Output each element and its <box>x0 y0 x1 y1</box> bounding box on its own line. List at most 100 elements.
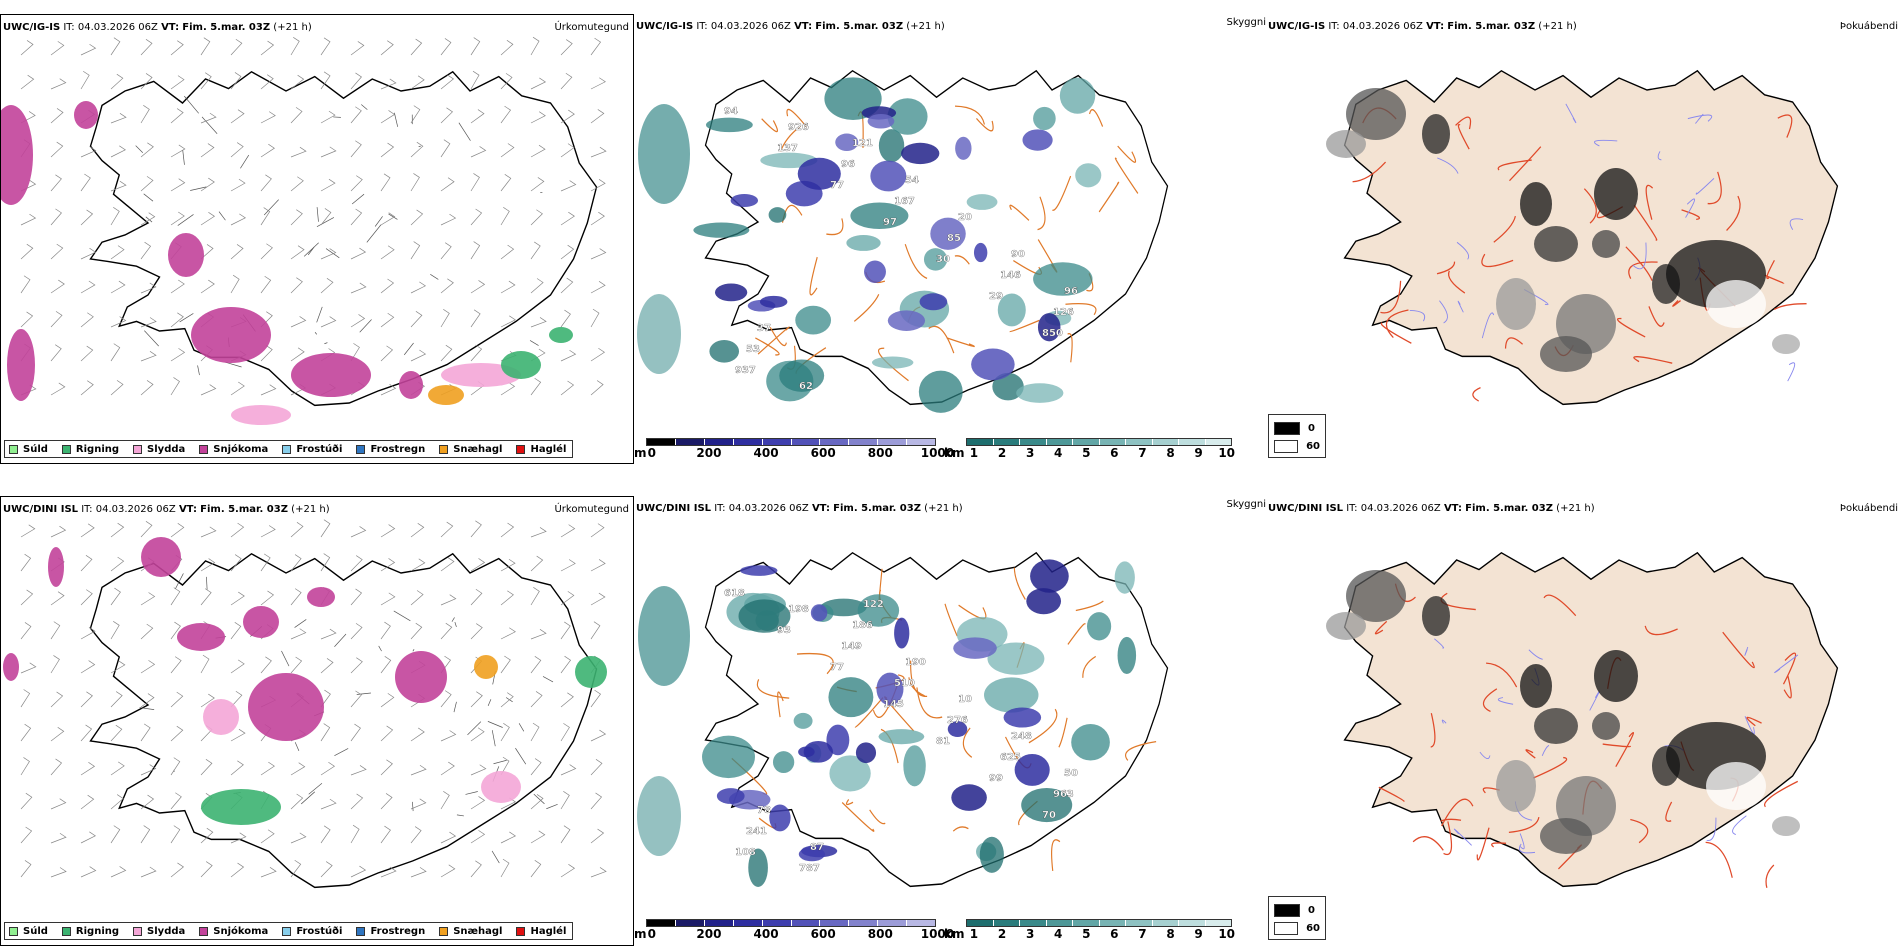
wind-barb <box>380 384 397 396</box>
wind-barb <box>140 592 156 606</box>
wind-barb <box>410 141 424 158</box>
visibility-unit: km <box>944 927 965 941</box>
road-line <box>533 793 545 805</box>
precip-area <box>3 653 19 681</box>
visibility-area <box>984 677 1039 713</box>
wind-barb <box>380 592 396 606</box>
legend-item: Rigning <box>61 444 119 455</box>
road-line <box>316 217 335 227</box>
road-line <box>487 699 492 707</box>
wind-barb <box>20 757 30 776</box>
wind-barb <box>410 75 425 90</box>
cloud-base-label: 167 <box>894 196 915 207</box>
wind-barb <box>110 660 126 674</box>
wind-barb <box>320 658 334 674</box>
road-line <box>1665 801 1673 822</box>
colorbar-tick: 5 <box>1082 927 1091 941</box>
colorbar-segment <box>967 920 994 926</box>
visibility-area <box>638 104 690 204</box>
cloud-base-label: 241 <box>746 826 767 837</box>
road-line <box>294 619 307 628</box>
cloud-base-colorbar: 0 200 400 600 800 1000 <box>646 438 954 460</box>
colorbar-segment <box>675 920 705 926</box>
fog-legend-swatch <box>1274 921 1299 935</box>
visibility-area <box>857 594 900 627</box>
wind-barb <box>470 588 483 606</box>
road-line <box>1009 204 1030 221</box>
wind-barb <box>290 36 300 56</box>
wind-barb <box>140 794 155 810</box>
road-line <box>1455 116 1472 130</box>
fog-area <box>1326 612 1366 640</box>
wind-barb <box>290 554 302 572</box>
wind-barb <box>350 824 360 844</box>
legend-item: Haglél <box>516 444 566 455</box>
cloud-base-area <box>835 133 859 152</box>
fog-area <box>1772 816 1800 836</box>
cloud-base-bar <box>646 919 936 927</box>
river-line <box>1479 751 1491 760</box>
colorbar-segment <box>878 439 908 445</box>
fog-map <box>1326 551 1839 888</box>
visibility-area <box>793 712 813 729</box>
road-line <box>316 306 323 323</box>
road-line <box>1052 175 1072 211</box>
road-line <box>854 697 884 728</box>
colorbar-tick: 5 <box>1082 446 1091 460</box>
wind-barb <box>350 41 365 56</box>
legend-swatch <box>133 444 143 454</box>
wind-barb <box>20 74 35 90</box>
wind-barb <box>320 825 331 844</box>
legend-label: Súld <box>23 925 48 937</box>
legend-label: Frostregn <box>370 925 426 937</box>
wind-barb <box>440 521 454 538</box>
wind-barb <box>500 207 510 226</box>
river-line <box>1481 312 1495 339</box>
visibility-colorbar: 1 2 3 4 5 6 7 8 9 10 <box>966 438 1235 460</box>
wind-barb <box>140 764 157 776</box>
road-line <box>197 365 200 376</box>
wind-barb <box>350 208 363 226</box>
cloud-base-label: 248 <box>1011 731 1032 742</box>
legend-item: Slydda <box>133 926 185 937</box>
colorbar-segment <box>1020 920 1047 926</box>
wind-barb <box>500 522 515 538</box>
wind-barb <box>260 275 272 294</box>
visibility-area <box>1086 612 1112 641</box>
cloud-base-label: 121 <box>852 138 873 149</box>
wind-barb <box>80 280 96 294</box>
fog-legend-row: 60 <box>1274 919 1320 937</box>
wind-barb <box>80 794 95 810</box>
legend-label: Slydda <box>147 925 186 937</box>
cloud-base-unit: m <box>634 927 647 941</box>
road-line <box>954 255 970 265</box>
wind-barb <box>170 348 186 362</box>
colorbar-segment <box>849 920 879 926</box>
road-line <box>1436 261 1456 275</box>
colorbar-segment <box>820 920 850 926</box>
wind-barb <box>230 760 244 776</box>
wind-barb <box>530 555 544 572</box>
wind-barb <box>470 796 486 810</box>
colorbar-tick: 1 <box>969 927 979 941</box>
wind-barb <box>80 724 93 742</box>
cloud-base-area <box>1014 753 1050 786</box>
wind-barb <box>590 867 607 878</box>
cloud-base-area <box>864 260 886 283</box>
wind-barb <box>200 827 214 844</box>
wind-barb <box>470 109 485 124</box>
cloud-base-area <box>1030 559 1069 593</box>
visibility-area <box>1059 77 1096 114</box>
wind-barb <box>110 556 125 572</box>
wind-barb <box>380 78 397 90</box>
wind-barb <box>560 621 571 640</box>
visibility-area <box>850 202 909 230</box>
road-line <box>1098 181 1120 213</box>
wind-barb <box>470 691 483 708</box>
wind-barb <box>500 756 510 776</box>
visibility-area <box>1016 383 1064 403</box>
precip-area <box>248 673 324 741</box>
legend-swatch <box>9 444 18 454</box>
wind-barb <box>20 662 37 674</box>
wind-barb <box>350 175 363 192</box>
